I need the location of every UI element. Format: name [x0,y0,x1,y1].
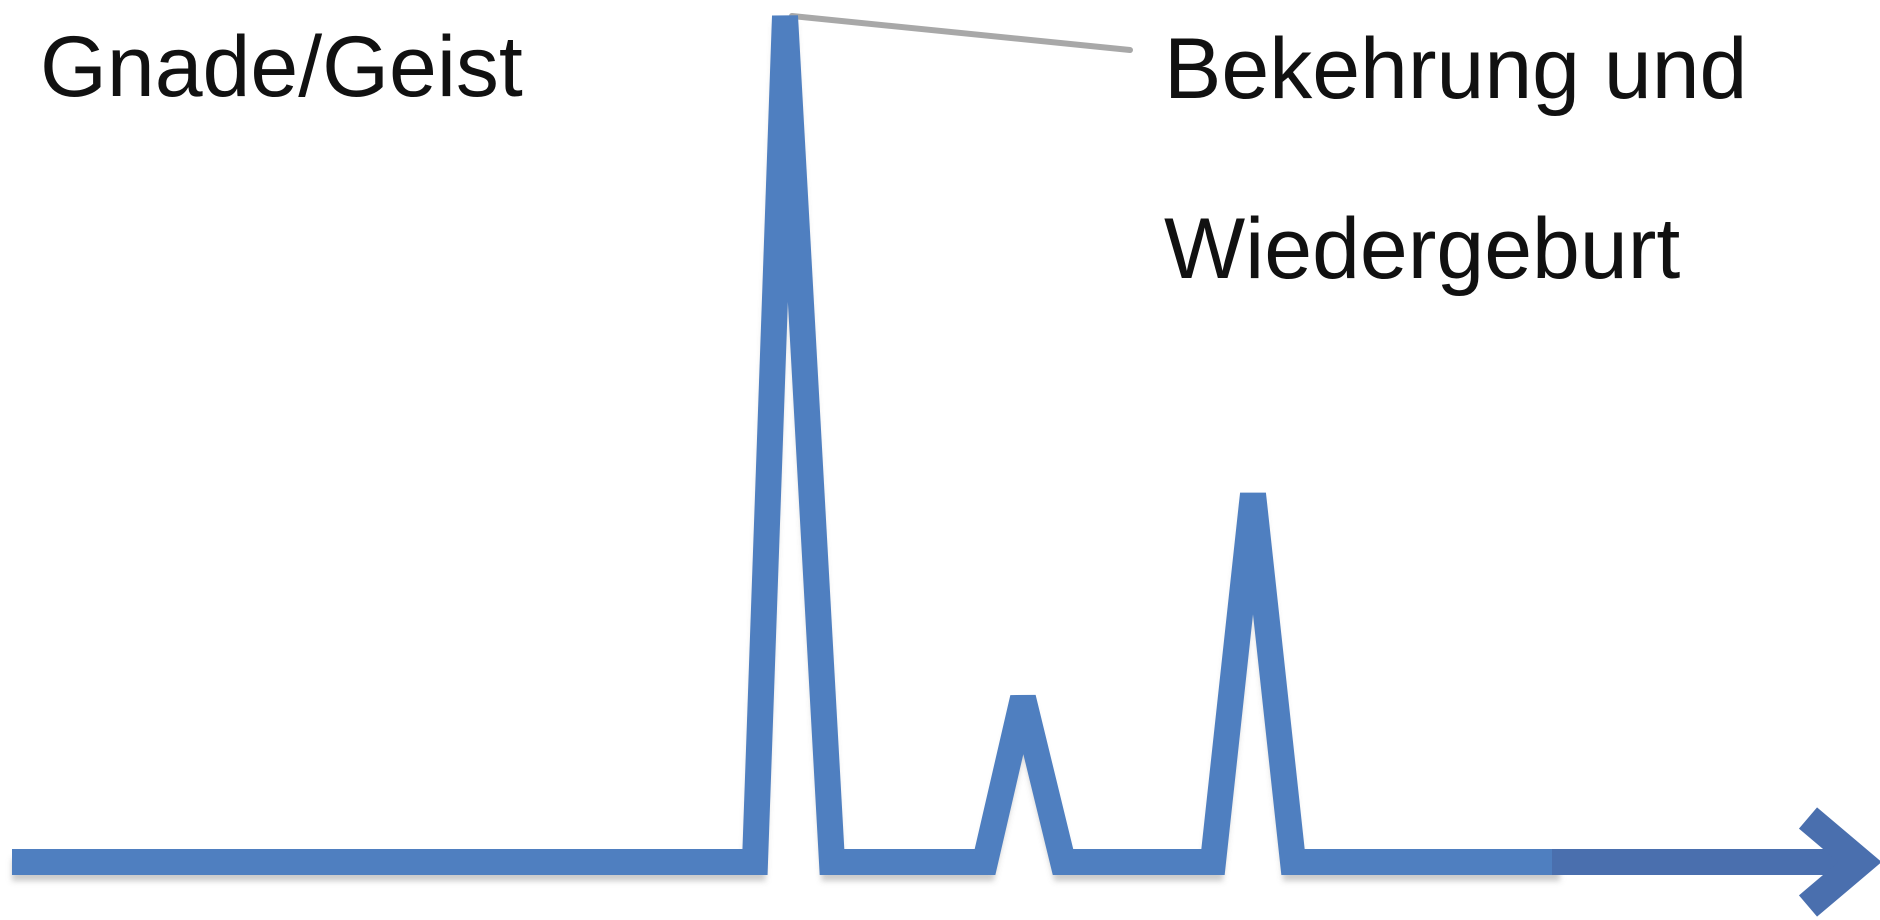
spike-line [12,15,1556,875]
label-gnade-geist: Gnade/Geist [40,19,523,115]
arrow-head [1798,807,1880,917]
label-bekehrung-line1: Bekehrung und [1164,21,1748,117]
label-wiedergeburt-line2: Wiedergeburt [1164,201,1681,297]
arrow-right-icon [1552,807,1880,917]
label-leader-line [789,13,1133,53]
